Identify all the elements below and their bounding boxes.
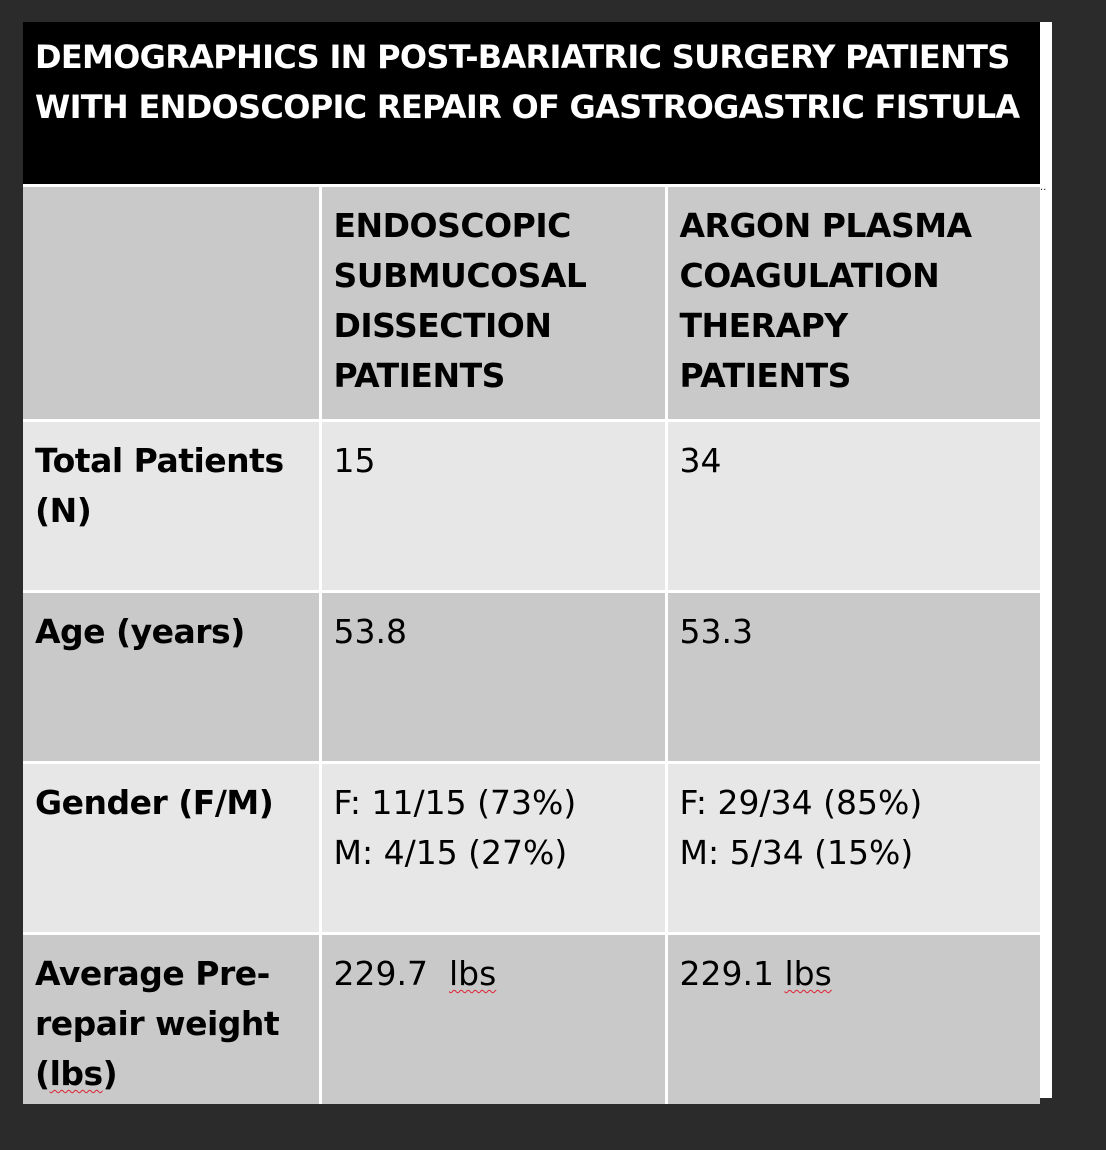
- table-row-age: Age (years) 53.8 53.3: [23, 590, 1040, 763]
- row-label-unit: lbs: [49, 1054, 104, 1093]
- row-label: Gender (F/M): [23, 761, 320, 934]
- apc-weight-number: 229.1: [679, 954, 785, 993]
- header-apc: ARGON PLASMA COAGULATION THERAPY PATIENT…: [664, 184, 1040, 421]
- table-row-total-patients: Total Patients (N) 15 34: [23, 419, 1040, 592]
- esd-weight-number: 229.7: [333, 954, 449, 993]
- esd-value: 53.8: [318, 590, 666, 763]
- title-banner: DEMOGRAPHICS IN POST-BARIATRIC SURGERY P…: [23, 22, 1040, 184]
- esd-value: 229.7 lbs: [318, 932, 666, 1104]
- slide-title: DEMOGRAPHICS IN POST-BARIATRIC SURGERY P…: [35, 38, 1020, 126]
- row-label: Total Patients (N): [23, 419, 320, 592]
- row-label-suffix: ): [102, 1054, 118, 1093]
- demographics-table: ENDOSCOPIC SUBMUCOSAL DISSECTION PATIENT…: [23, 184, 1040, 1104]
- slide-right-edge: [1040, 22, 1052, 1098]
- table-row-gender: Gender (F/M) F: 11/15 (73%) M: 4/15 (27%…: [23, 761, 1040, 934]
- apc-weight-unit: lbs: [784, 954, 832, 993]
- row-label-prefix: Average Pre- repair weight (: [35, 954, 280, 1093]
- header-esd: ENDOSCOPIC SUBMUCOSAL DISSECTION PATIENT…: [318, 184, 666, 421]
- apc-value: 34: [664, 419, 1040, 592]
- row-label: Average Pre- repair weight (lbs): [23, 932, 320, 1104]
- esd-value: 15: [318, 419, 666, 592]
- esd-weight-unit: lbs: [448, 954, 497, 993]
- ellipsis-marker: ··: [1040, 185, 1047, 196]
- apc-value: 53.3: [664, 590, 1040, 763]
- apc-value: F: 29/34 (85%) M: 5/34 (15%): [664, 761, 1040, 934]
- table-header-row: ENDOSCOPIC SUBMUCOSAL DISSECTION PATIENT…: [23, 184, 1040, 421]
- esd-value: F: 11/15 (73%) M: 4/15 (27%): [318, 761, 666, 934]
- row-label: Age (years): [23, 590, 320, 763]
- apc-value: 229.1 lbs: [664, 932, 1040, 1104]
- slide: DEMOGRAPHICS IN POST-BARIATRIC SURGERY P…: [23, 22, 1040, 1104]
- table-row-weight: Average Pre- repair weight (lbs) 229.7 l…: [23, 932, 1040, 1104]
- header-empty-cell: [23, 184, 320, 421]
